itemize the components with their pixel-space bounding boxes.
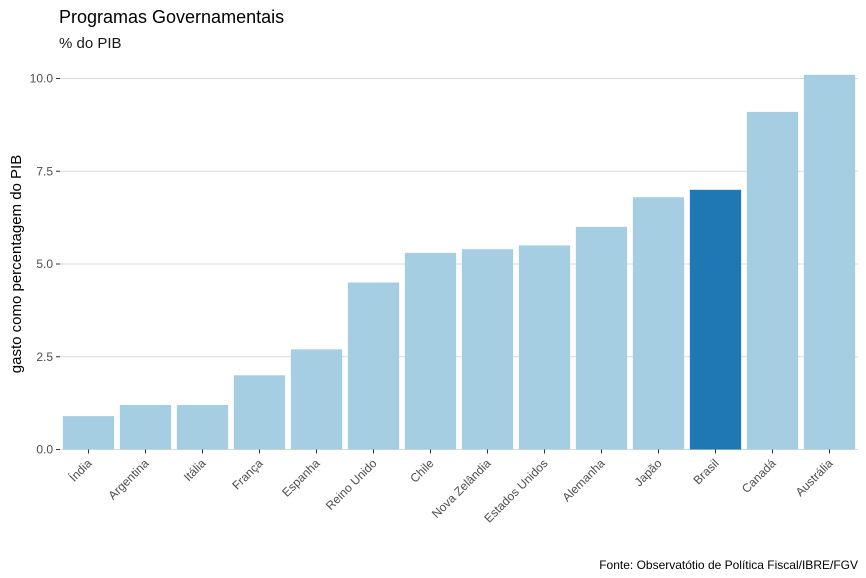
x-tick-label: França [229,456,266,493]
x-tick-label: Alemanha [560,456,608,504]
chart-caption: Fonte: Observatótio de Política Fiscal/I… [599,558,858,572]
x-tick-label: Nova Zelândia [429,456,494,521]
y-axis-ticks: 0.0 2.5 5.0 7.5 10.0 [30,72,60,457]
x-tick-label: Austrália [793,456,836,499]
x-tick-label: Reino Unido [323,456,380,513]
x-tick-label: Canadá [739,456,779,496]
y-tick-label: 7.5 [36,164,53,178]
y-axis-label: gasto como percentagem do PIB [8,155,25,373]
x-tick-label: Chile [407,456,436,485]
x-tick-label: Japão [632,456,665,489]
bar-alemanha [575,226,628,450]
y-tick-label: 5.0 [36,257,53,271]
bar-espanha [290,349,343,450]
x-tick-label: Espanha [279,456,323,500]
bar-reino-unido [347,282,400,450]
x-tick-label: Itália [181,456,209,484]
bar-japão [632,197,685,450]
bar-argentina [119,404,172,450]
bar-nova-zelândia [461,249,514,450]
y-tick-label: 0.0 [36,443,53,457]
chart-subtitle: % do PIB [59,35,122,52]
bar-canadá [746,111,799,450]
bar-chile [404,252,457,450]
bar-austrália [803,74,856,450]
chart-title: Programas Governamentais [59,7,284,27]
x-tick-label: Brasil [690,456,721,487]
bar-frança [233,375,286,450]
bar-estados-unidos [518,245,571,450]
y-tick-label: 10.0 [30,72,54,86]
x-axis-ticks: Índia Argentina Itália França Espanha Reino U… [66,449,836,526]
y-tick-label: 2.5 [36,350,53,364]
bar-itália [176,404,229,450]
bar-brasil [689,189,742,450]
bars [62,74,856,450]
bar-índia [62,416,115,450]
x-tick-label: Índia [66,455,95,484]
x-tick-label: Argentina [105,456,151,502]
